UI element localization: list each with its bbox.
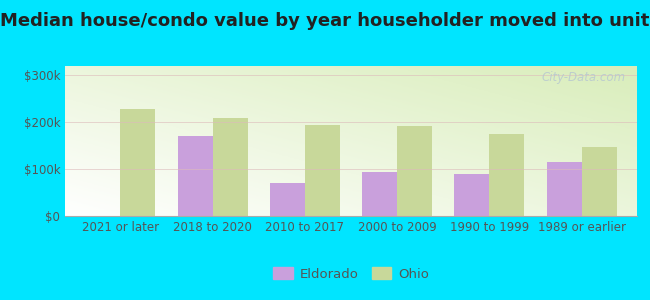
Bar <box>362 172 397 216</box>
Bar <box>547 162 582 216</box>
Bar <box>213 118 248 216</box>
Text: Median house/condo value by year householder moved into unit: Median house/condo value by year househo… <box>0 12 650 30</box>
Bar <box>454 174 489 216</box>
Bar <box>177 136 213 216</box>
Text: City-Data.com: City-Data.com <box>541 70 625 83</box>
Bar <box>120 109 155 216</box>
Bar <box>305 124 340 216</box>
Legend: Eldorado, Ohio: Eldorado, Ohio <box>266 261 436 287</box>
Bar <box>270 183 305 216</box>
Bar <box>397 125 432 216</box>
Bar <box>489 134 525 216</box>
Bar <box>582 147 617 216</box>
